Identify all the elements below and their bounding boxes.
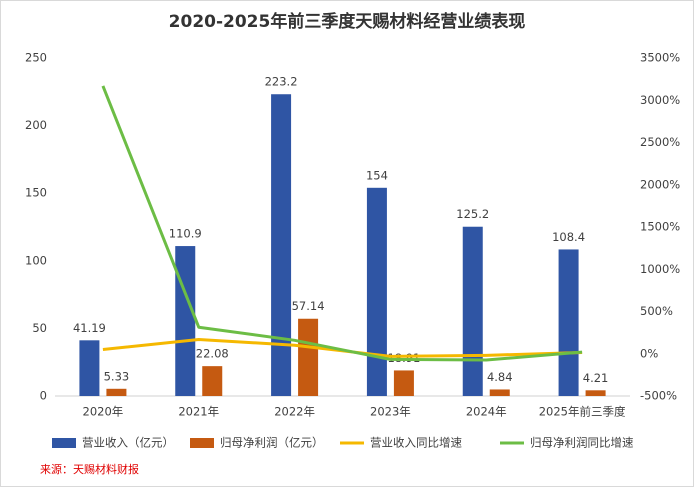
y2-tick-label: 500%: [640, 304, 673, 318]
bar: [271, 94, 292, 397]
bar: [489, 389, 510, 396]
bar: [298, 318, 319, 396]
bar: [79, 340, 100, 396]
data-label: 57.14: [292, 299, 325, 313]
y2-tick-label: 1000%: [640, 262, 680, 276]
data-label: 4.84: [487, 370, 513, 384]
x-tick-label: 2025年前三季度: [539, 405, 626, 419]
data-label: 125.2: [456, 207, 489, 221]
y2-tick-label: 3000%: [640, 93, 680, 107]
source: 来源：天赐材料财报: [40, 462, 139, 476]
line: [101, 85, 583, 362]
y-tick-label: 100: [25, 253, 47, 267]
y2-tick-label: 2500%: [640, 135, 680, 149]
y-tick-label: 250: [25, 51, 47, 65]
bar: [106, 388, 127, 396]
legend-label: 归母净利润（亿元）: [220, 436, 324, 450]
legend-swatch: [190, 438, 214, 448]
y2-tick-label: -500%: [640, 389, 677, 403]
data-label: 110.9: [169, 227, 202, 241]
chart-title: 2020-2025年前三季度天赐材料经营业绩表现: [169, 11, 526, 32]
bar: [175, 246, 196, 396]
data-label: 108.4: [552, 230, 585, 244]
data-label: 18.91: [387, 351, 420, 365]
data-label: 22.08: [196, 347, 229, 361]
bar: [558, 249, 579, 396]
x-tick-label: 2024年: [466, 405, 507, 419]
y-tick-label: 50: [32, 321, 47, 335]
data-label: 5.33: [104, 369, 130, 383]
legend-label: 归母净利润同比增速: [530, 436, 634, 450]
bar: [585, 390, 606, 396]
y2-tick-label: 1500%: [640, 220, 680, 234]
bar: [462, 226, 483, 396]
x-tick-label: 2022年: [274, 405, 315, 419]
legend-label: 营业收入（亿元）: [82, 436, 174, 450]
y2-tick-label: 3500%: [640, 51, 680, 65]
y-tick-label: 200: [25, 118, 47, 132]
bar: [366, 187, 387, 396]
bar: [202, 366, 223, 396]
y-tick-label: 150: [25, 186, 47, 200]
legend-label: 营业收入同比增速: [370, 436, 462, 450]
data-label: 41.19: [73, 321, 106, 335]
x-tick-label: 2023年: [370, 405, 411, 419]
bar: [393, 370, 414, 396]
data-label: 4.21: [583, 371, 609, 385]
data-label: 223.2: [265, 75, 298, 89]
legend-swatch: [52, 438, 76, 448]
x-tick-label: 2020年: [83, 405, 124, 419]
data-label: 154: [366, 168, 388, 182]
y-tick-label: 0: [40, 389, 47, 403]
x-tick-label: 2021年: [178, 405, 219, 419]
y2-tick-label: 0%: [640, 346, 658, 360]
y2-tick-label: 2000%: [640, 177, 680, 191]
